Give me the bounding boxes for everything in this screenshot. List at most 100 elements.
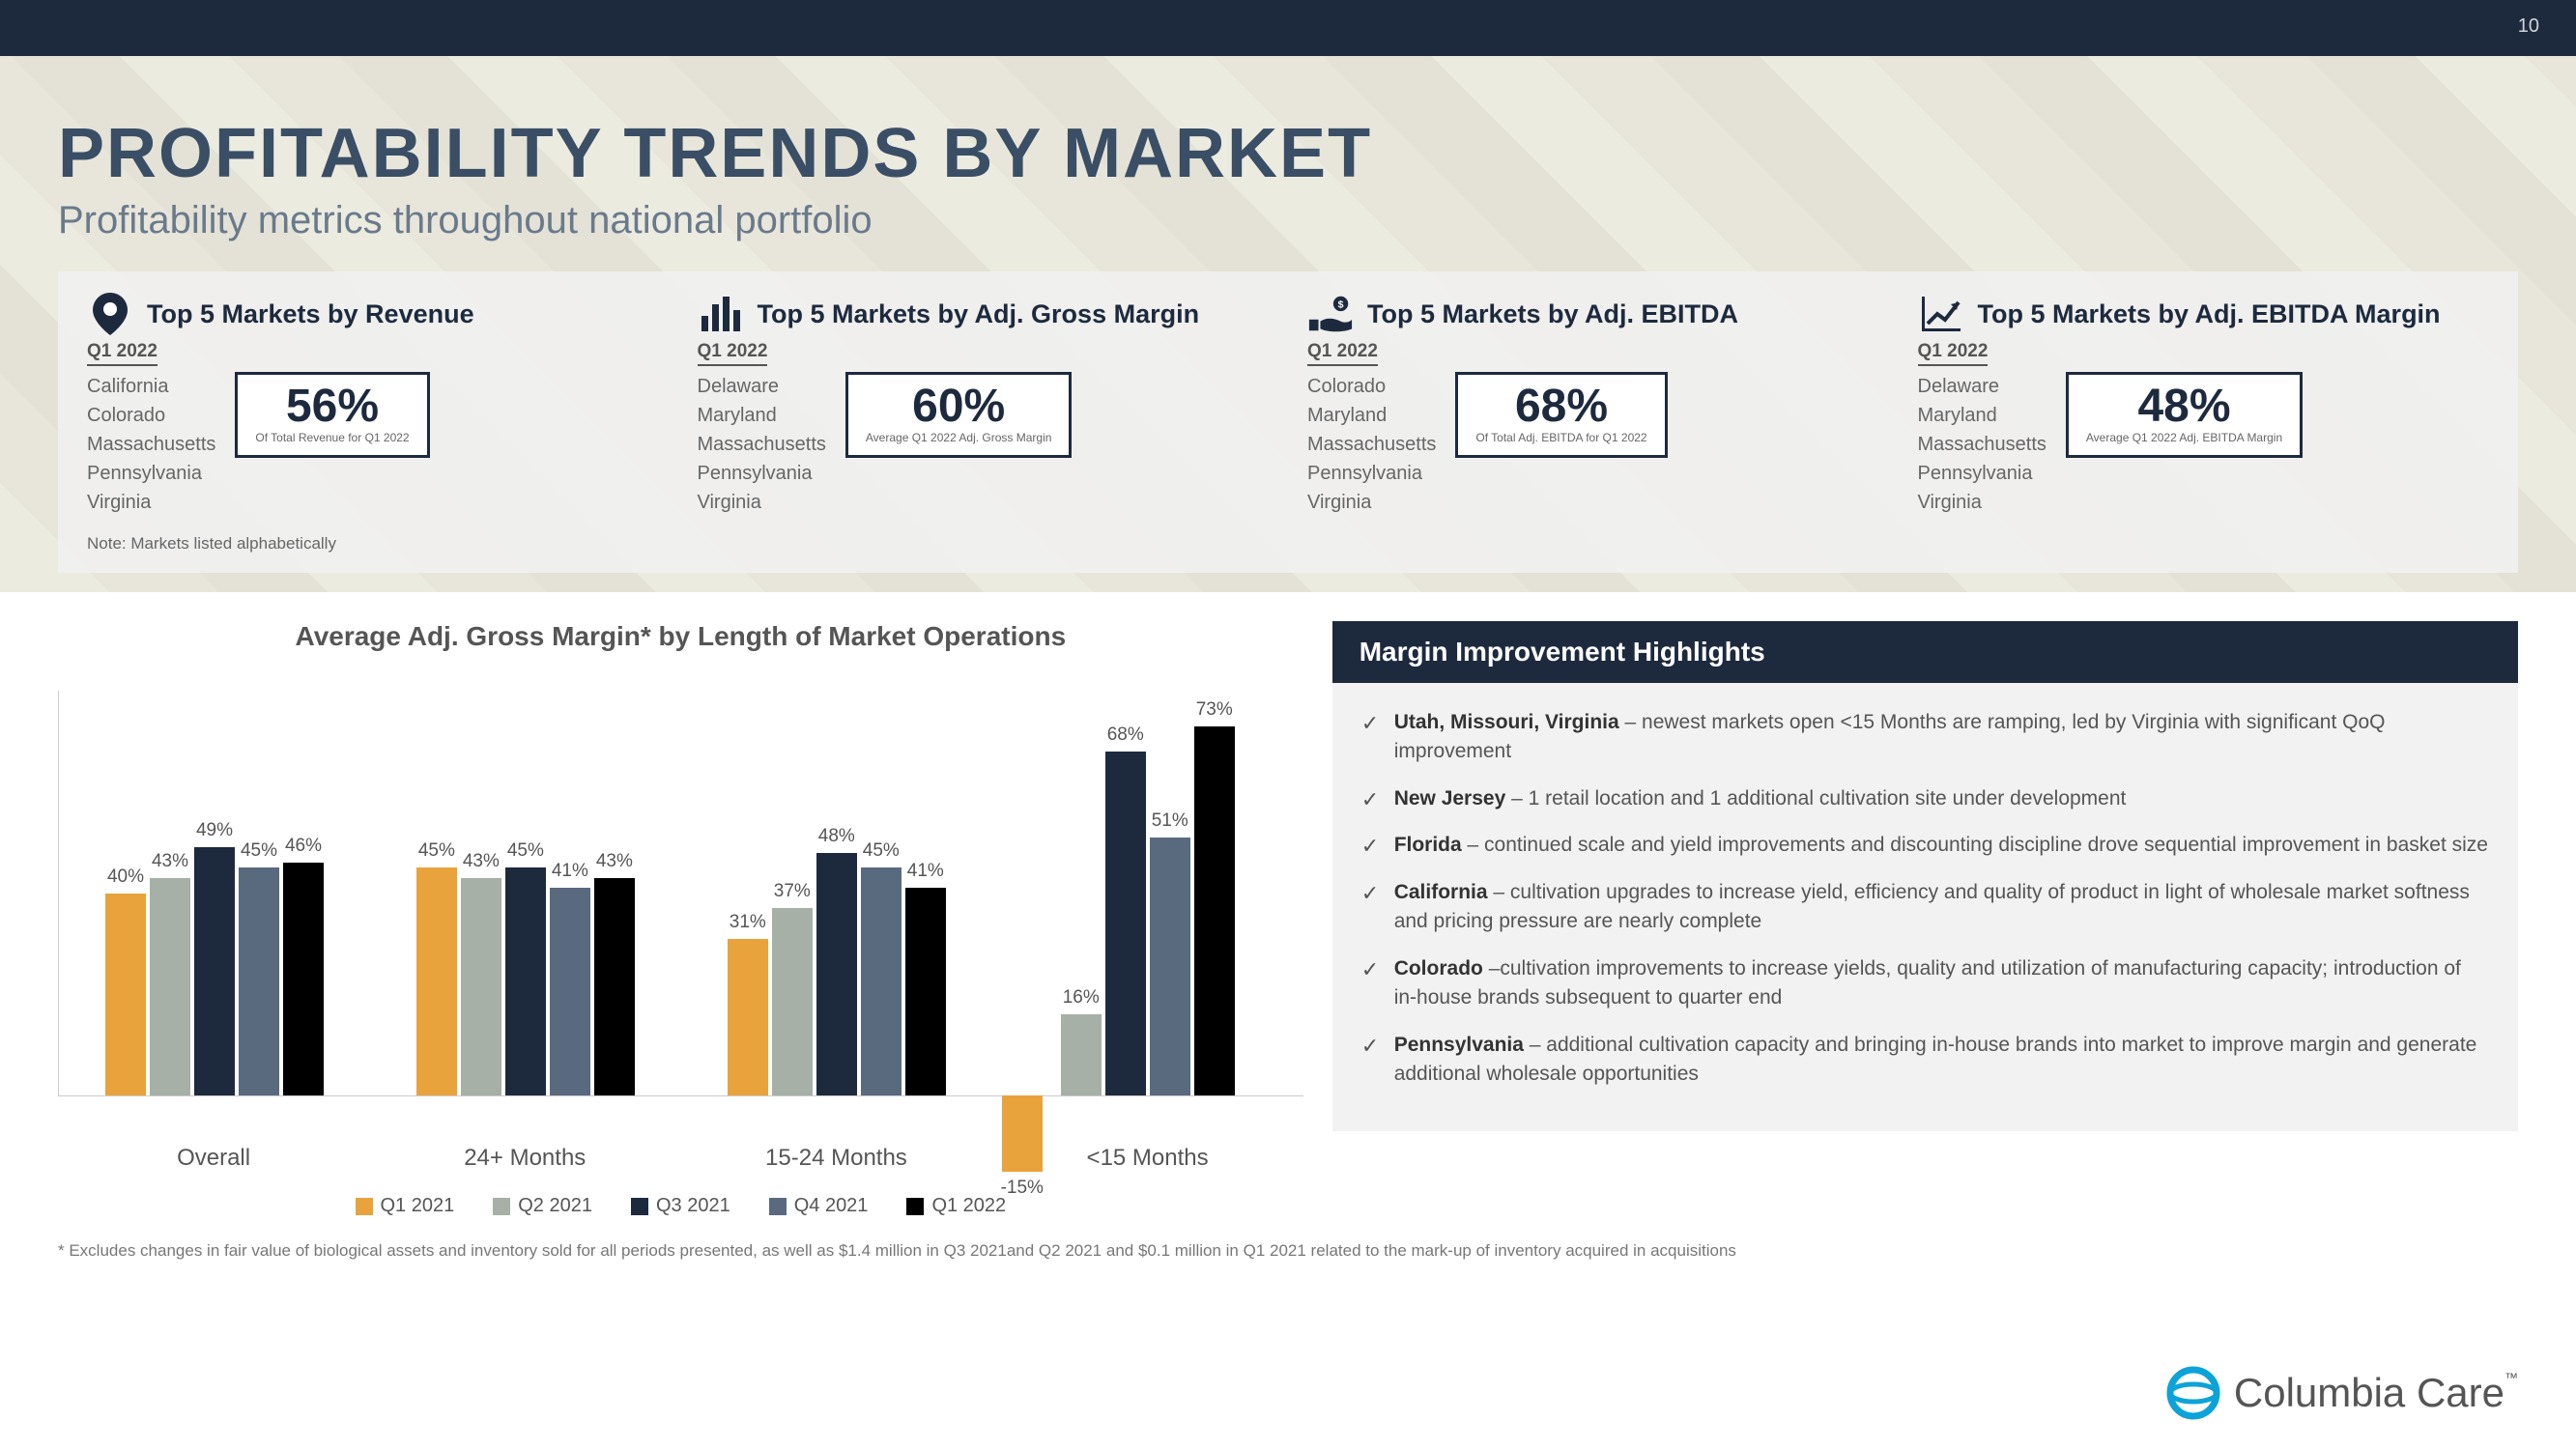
bar-value-label: 45% xyxy=(863,840,900,862)
slide-subtitle: Profitability metrics throughout nationa… xyxy=(58,199,2518,242)
legend-label: Q4 2021 xyxy=(794,1195,869,1217)
legend-item: Q4 2021 xyxy=(769,1195,869,1217)
highlights-header: Margin Improvement Highlights xyxy=(1332,621,2518,683)
category-label: 24+ Months xyxy=(369,1106,680,1172)
market-item: Virginia xyxy=(87,488,215,517)
market-item: Pennsylvania xyxy=(87,459,215,488)
chart-zone: Average Adj. Gross Margin* by Length of … xyxy=(58,621,1303,1217)
stat-value: 68% xyxy=(1475,383,1646,431)
bar-value-label: 37% xyxy=(774,881,811,902)
market-item: Virginia xyxy=(1918,488,2046,517)
stat-box: 60% Average Q1 2022 Adj. Gross Margin xyxy=(845,372,1073,458)
bar-value-label: 51% xyxy=(1152,810,1188,832)
market-list: DelawareMarylandMassachusettsPennsylvani… xyxy=(698,372,826,517)
bar: 46% xyxy=(283,863,324,1095)
legend-swatch xyxy=(769,1198,787,1215)
bar-value-label: 46% xyxy=(285,836,322,857)
column-title: Top 5 Markets by Adj. Gross Margin xyxy=(758,299,1200,329)
market-item: Virginia xyxy=(1307,488,1436,517)
market-item: Virginia xyxy=(698,488,826,517)
period-label: Q1 2022 xyxy=(1307,341,1378,366)
bar-value-label: 49% xyxy=(196,820,233,841)
lower-section: Average Adj. Gross Margin* by Length of … xyxy=(0,592,2576,1217)
market-item: Maryland xyxy=(1918,401,2046,430)
bar-group: 31%37%48%45%41% xyxy=(681,691,992,1095)
bar-group: 45%43%45%41%43% xyxy=(370,691,681,1095)
market-item: Massachusetts xyxy=(1918,430,2046,459)
bar-value-label: 45% xyxy=(507,840,544,862)
chart-legend: Q1 2021Q2 2021Q3 2021Q4 2021Q1 2022 xyxy=(58,1195,1303,1217)
bar-value-label: 40% xyxy=(107,867,144,888)
bar: 41% xyxy=(550,888,590,1095)
market-item: Pennsylvania xyxy=(1307,459,1436,488)
highlight-item: New Jersey – 1 retail location and 1 add… xyxy=(1361,784,2489,813)
slide-title: PROFITABILITY TRENDS BY MARKET xyxy=(58,114,2518,193)
bar: 43% xyxy=(461,878,501,1095)
bar: 48% xyxy=(816,853,857,1095)
column-title: Top 5 Markets by Adj. EBITDA xyxy=(1367,299,1738,329)
stat-caption: Of Total Adj. EBITDA for Q1 2022 xyxy=(1475,431,1646,444)
stat-caption: Average Q1 2022 Adj. EBITDA Margin xyxy=(2086,431,2282,444)
top5-column: Top 5 Markets by Revenue Q1 2022 Califor… xyxy=(87,295,659,517)
period-label: Q1 2022 xyxy=(87,341,157,366)
svg-text:$: $ xyxy=(1338,298,1344,310)
bar: 73% xyxy=(1194,726,1235,1095)
bar-group: 40%43%49%45%46% xyxy=(59,691,370,1095)
bar-value-label: 68% xyxy=(1107,724,1144,746)
highlights-body: Utah, Missouri, Virginia – newest market… xyxy=(1332,683,2518,1131)
bar: 45% xyxy=(861,867,902,1095)
market-item: Massachusetts xyxy=(698,430,826,459)
market-item: Delaware xyxy=(698,372,826,401)
legend-swatch xyxy=(493,1198,510,1215)
bar-value-label: 31% xyxy=(730,912,766,933)
market-item: Maryland xyxy=(698,401,826,430)
category-label: 15-24 Months xyxy=(680,1106,991,1172)
top5-column: $ Top 5 Markets by Adj. EBITDA Q1 2022 C… xyxy=(1307,295,1879,517)
market-item: Pennsylvania xyxy=(698,459,826,488)
logo-icon xyxy=(2166,1366,2220,1420)
bar: 51% xyxy=(1150,838,1190,1095)
bar-chart: 40%43%49%45%46%45%43%45%41%43%31%37%48%4… xyxy=(58,691,1303,1096)
bar-value-label: 16% xyxy=(1063,987,1100,1009)
bar: 49% xyxy=(194,847,235,1095)
column-title: Top 5 Markets by Revenue xyxy=(147,299,474,329)
stat-box: 68% Of Total Adj. EBITDA for Q1 2022 xyxy=(1455,372,1667,458)
highlight-item: Florida – continued scale and yield impr… xyxy=(1361,831,2489,860)
column-title: Top 5 Markets by Adj. EBITDA Margin xyxy=(1978,299,2441,329)
market-item: Delaware xyxy=(1918,372,2046,401)
pin-icon xyxy=(87,295,133,333)
stat-caption: Of Total Revenue for Q1 2022 xyxy=(255,431,409,444)
bar-value-label: 41% xyxy=(907,861,944,882)
market-list: ColoradoMarylandMassachusettsPennsylvani… xyxy=(1307,372,1436,517)
stat-value: 60% xyxy=(866,383,1052,431)
header-bar: 10 xyxy=(0,0,2576,56)
bar: 31% xyxy=(728,939,768,1095)
market-item: Colorado xyxy=(87,401,215,430)
market-item: Massachusetts xyxy=(87,430,215,459)
legend-swatch xyxy=(906,1198,924,1215)
bar: 43% xyxy=(150,878,190,1095)
legend-label: Q1 2021 xyxy=(381,1195,455,1217)
market-item: Pennsylvania xyxy=(1918,459,2046,488)
market-list: CaliforniaColoradoMassachusettsPennsylva… xyxy=(87,372,215,517)
trend-icon xyxy=(1918,295,1964,333)
stat-value: 48% xyxy=(2086,383,2282,431)
bar: 68% xyxy=(1105,752,1146,1095)
bars-icon xyxy=(698,295,744,333)
logo-text: Columbia Care™ xyxy=(2234,1370,2518,1416)
market-item: Maryland xyxy=(1307,401,1436,430)
highlight-item: Pennsylvania – additional cultivation ca… xyxy=(1361,1031,2489,1090)
bar: 43% xyxy=(594,878,635,1095)
highlight-item: California – cultivation upgrades to inc… xyxy=(1361,878,2489,937)
footnote-asterisk: * Excludes changes in fair value of biol… xyxy=(0,1217,1932,1263)
market-item: California xyxy=(87,372,215,401)
legend-label: Q2 2021 xyxy=(518,1195,592,1217)
bar: 40% xyxy=(105,894,146,1096)
bar: 45% xyxy=(239,867,279,1095)
legend-item: Q1 2021 xyxy=(356,1195,455,1217)
top5-panel: Top 5 Markets by Revenue Q1 2022 Califor… xyxy=(58,271,2518,573)
bar-group: -15%16%68%51%73% xyxy=(992,691,1303,1095)
bar: 16% xyxy=(1061,1014,1102,1095)
top5-column: Top 5 Markets by Adj. Gross Margin Q1 20… xyxy=(698,295,1270,517)
chart-title: Average Adj. Gross Margin* by Length of … xyxy=(58,621,1303,652)
